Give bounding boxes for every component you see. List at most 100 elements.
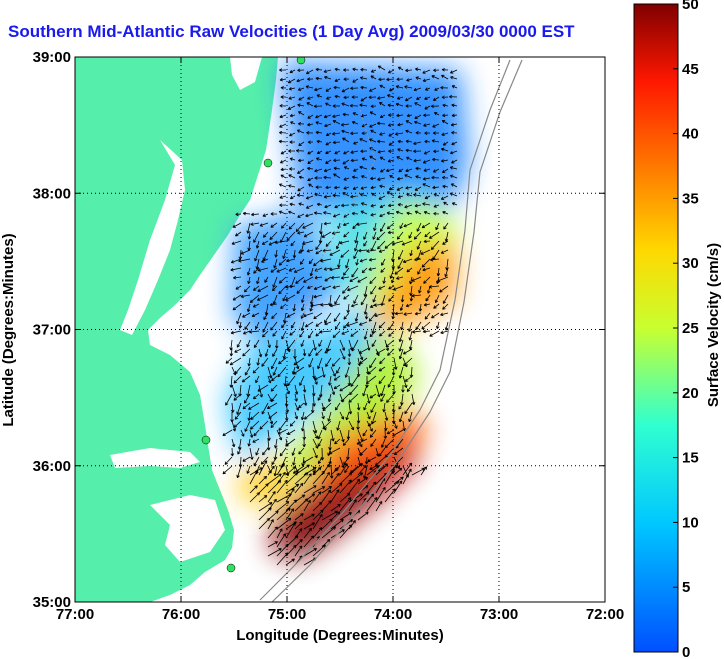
velocity-arrow bbox=[343, 312, 350, 320]
velocity-arrow bbox=[279, 195, 287, 199]
velocity-arrow bbox=[297, 168, 305, 174]
velocity-arrow bbox=[272, 276, 278, 288]
velocity-arrow bbox=[263, 231, 269, 238]
velocity-arrow bbox=[250, 222, 260, 226]
velocity-arrow bbox=[264, 348, 269, 357]
velocity-arrow bbox=[343, 231, 350, 238]
velocity-arrow bbox=[409, 285, 413, 296]
velocity-arrow bbox=[285, 508, 294, 521]
velocity-arrow bbox=[287, 78, 296, 84]
velocity-arrow bbox=[307, 166, 314, 171]
velocity-arrow bbox=[343, 77, 350, 81]
velocity-arrow bbox=[252, 366, 260, 374]
velocity-arrow bbox=[267, 473, 282, 485]
velocity-arrow bbox=[414, 114, 422, 119]
y-tick-label: 39:00 bbox=[33, 49, 71, 66]
velocity-arrow bbox=[409, 294, 414, 302]
velocity-arrow bbox=[356, 421, 360, 430]
velocity-arrow bbox=[356, 402, 361, 411]
velocity-arrow bbox=[320, 303, 332, 307]
velocity-arrow bbox=[353, 249, 359, 260]
velocity-arrow bbox=[356, 438, 368, 445]
velocity-arrow bbox=[366, 393, 371, 404]
velocity-arrow bbox=[431, 139, 440, 143]
y-tick-label: 35:00 bbox=[33, 594, 71, 611]
velocity-arrow bbox=[359, 76, 368, 80]
velocity-arrow bbox=[422, 202, 431, 206]
velocity-arrow bbox=[378, 285, 386, 290]
velocity-arrow bbox=[433, 303, 440, 309]
velocity-arrow bbox=[415, 175, 422, 179]
velocity-arrow bbox=[274, 249, 278, 258]
velocity-arrow bbox=[378, 366, 386, 372]
velocity-arrow bbox=[392, 285, 404, 291]
velocity-arrow bbox=[233, 420, 242, 428]
velocity-arrow bbox=[253, 393, 260, 400]
velocity-arrow bbox=[288, 222, 296, 230]
velocity-arrow bbox=[294, 498, 309, 512]
velocity-arrow bbox=[421, 222, 431, 229]
velocity-arrow bbox=[362, 384, 368, 397]
velocity-arrow bbox=[288, 87, 296, 91]
velocity-arrow bbox=[369, 155, 377, 161]
velocity-arrow bbox=[440, 195, 449, 200]
velocity-arrow bbox=[402, 468, 412, 485]
velocity-arrow bbox=[276, 517, 292, 530]
velocity-arrow bbox=[424, 312, 431, 320]
velocity-arrow bbox=[241, 375, 251, 383]
velocity-arrow bbox=[238, 321, 243, 329]
velocity-arrow bbox=[343, 186, 350, 190]
velocity-arrow bbox=[442, 103, 449, 108]
velocity-arrow bbox=[246, 267, 251, 276]
velocity-arrow bbox=[339, 524, 353, 539]
velocity-arrow bbox=[340, 122, 350, 127]
colorbar-tick-label: 15 bbox=[682, 450, 699, 467]
velocity-arrow bbox=[287, 429, 296, 435]
velocity-arrow bbox=[383, 429, 388, 439]
velocity-arrow bbox=[321, 486, 332, 494]
velocity-arrow bbox=[349, 384, 359, 396]
velocity-arrow bbox=[393, 420, 398, 429]
velocity-arrow bbox=[303, 466, 317, 476]
velocity-arrow bbox=[387, 159, 395, 163]
velocity-arrow bbox=[229, 348, 234, 357]
velocity-arrow bbox=[408, 411, 413, 423]
velocity-arrow bbox=[333, 375, 341, 381]
velocity-arrow bbox=[257, 384, 269, 392]
velocity-arrow bbox=[258, 495, 268, 503]
radar-site-marker bbox=[226, 563, 236, 573]
velocity-arrow bbox=[325, 185, 332, 190]
velocity-arrow bbox=[315, 76, 323, 81]
velocity-arrow bbox=[294, 393, 298, 402]
x-tick-label: 75:00 bbox=[268, 606, 306, 623]
velocity-arrow bbox=[321, 231, 332, 238]
velocity-arrow bbox=[289, 132, 296, 137]
velocity-arrow bbox=[370, 104, 377, 108]
velocity-arrow bbox=[253, 429, 260, 437]
velocity-arrow bbox=[263, 312, 269, 320]
velocity-arrow bbox=[325, 87, 332, 92]
velocity-arrow bbox=[323, 168, 332, 173]
velocity-arrow bbox=[379, 132, 386, 136]
velocity-arrow bbox=[278, 420, 287, 431]
velocity-arrow bbox=[432, 157, 440, 162]
velocity-arrow bbox=[315, 240, 323, 251]
velocity-arrow bbox=[262, 330, 269, 338]
velocity-arrow bbox=[314, 87, 323, 92]
velocity-arrow bbox=[270, 384, 278, 392]
velocity-arrow bbox=[325, 150, 332, 155]
velocity-arrow bbox=[298, 447, 305, 455]
velocity-arrow bbox=[370, 285, 377, 295]
velocity-arrow bbox=[370, 129, 377, 134]
shelf-contour-2 bbox=[271, 59, 523, 602]
velocity-arrow bbox=[377, 177, 386, 181]
velocity-arrow bbox=[246, 465, 251, 474]
axis-ticks: 77:00 76:00 75:00 74:00 73:00 72:00 35:00 36:00… bbox=[33, 49, 625, 623]
velocity-arrow bbox=[408, 231, 413, 239]
velocity-arrow bbox=[413, 141, 422, 145]
velocity-arrow bbox=[379, 330, 386, 337]
velocity-arrow bbox=[392, 429, 404, 437]
velocity-arrow bbox=[336, 366, 341, 374]
velocity-arrow bbox=[324, 204, 332, 209]
velocity-arrow bbox=[428, 231, 440, 239]
